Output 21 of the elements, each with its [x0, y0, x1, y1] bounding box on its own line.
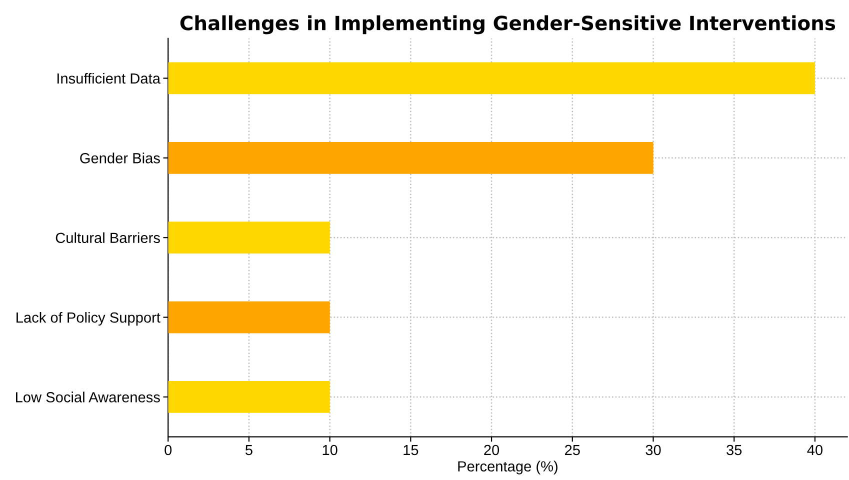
x-tick-label: 20	[484, 444, 500, 456]
y-tick-label: Gender Bias	[80, 152, 160, 164]
x-tick-label: 40	[807, 444, 822, 456]
bar	[168, 222, 330, 254]
x-axis-title: Percentage (%)	[458, 460, 558, 474]
x-tick-label: 30	[646, 444, 661, 456]
y-tick-label: Insufficient Data	[58, 72, 160, 84]
y-tick-label: Lack of Policy Support	[16, 312, 160, 326]
y-tick-label: Low Social Awareness	[16, 392, 160, 402]
x-tick-label: 0	[164, 444, 172, 456]
bar	[168, 142, 654, 174]
x-tick-label: 35	[726, 444, 742, 456]
chart-title: Challenges in Implementing Gender-Sensitive Interventions	[180, 15, 836, 34]
bar	[168, 381, 330, 413]
x-tick-label: 10	[322, 444, 338, 456]
x-tick-label: 25	[565, 444, 580, 456]
x-tick-label: 15	[404, 444, 418, 456]
x-tick-label: 5	[245, 444, 252, 456]
y-tick-label: Cultural Barriers	[56, 232, 160, 244]
bar	[168, 62, 815, 94]
bar	[168, 301, 330, 334]
